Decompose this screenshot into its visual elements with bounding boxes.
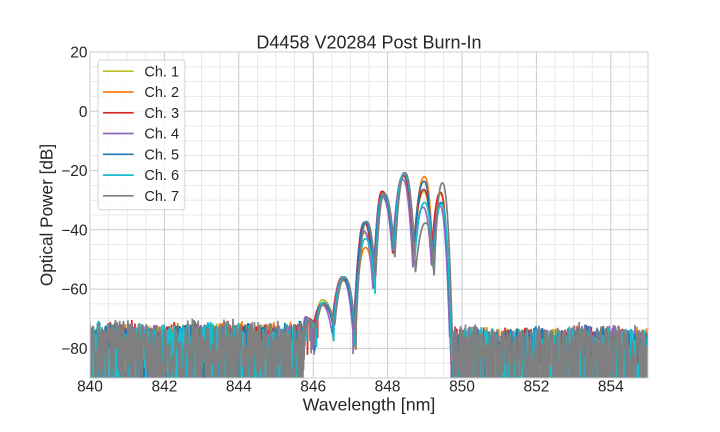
svg-text:−40: −40 (61, 222, 88, 239)
svg-text:Ch. 2: Ch. 2 (144, 85, 179, 101)
svg-text:Ch. 3: Ch. 3 (144, 106, 179, 122)
svg-text:Ch. 1: Ch. 1 (144, 64, 179, 80)
svg-text:850: 850 (449, 379, 475, 396)
svg-text:0: 0 (79, 104, 88, 121)
svg-text:Ch. 6: Ch. 6 (144, 168, 179, 184)
svg-text:852: 852 (523, 379, 549, 396)
svg-text:Wavelength [nm]: Wavelength [nm] (303, 394, 436, 414)
svg-text:Ch. 7: Ch. 7 (144, 189, 179, 205)
svg-text:854: 854 (598, 379, 624, 396)
svg-text:848: 848 (375, 379, 401, 396)
svg-text:842: 842 (151, 379, 177, 396)
svg-text:Ch. 4: Ch. 4 (144, 127, 179, 143)
svg-text:D4458 V20284 Post Burn-In: D4458 V20284 Post Burn-In (256, 32, 481, 52)
svg-text:−60: −60 (61, 282, 88, 299)
svg-text:840: 840 (77, 379, 103, 396)
svg-text:Ch. 5: Ch. 5 (144, 147, 179, 163)
svg-text:844: 844 (226, 379, 252, 396)
svg-text:−80: −80 (61, 341, 88, 358)
svg-text:20: 20 (70, 45, 88, 62)
svg-text:846: 846 (300, 379, 326, 396)
svg-text:Optical Power [dB]: Optical Power [dB] (37, 144, 57, 286)
svg-text:−20: −20 (61, 163, 88, 180)
